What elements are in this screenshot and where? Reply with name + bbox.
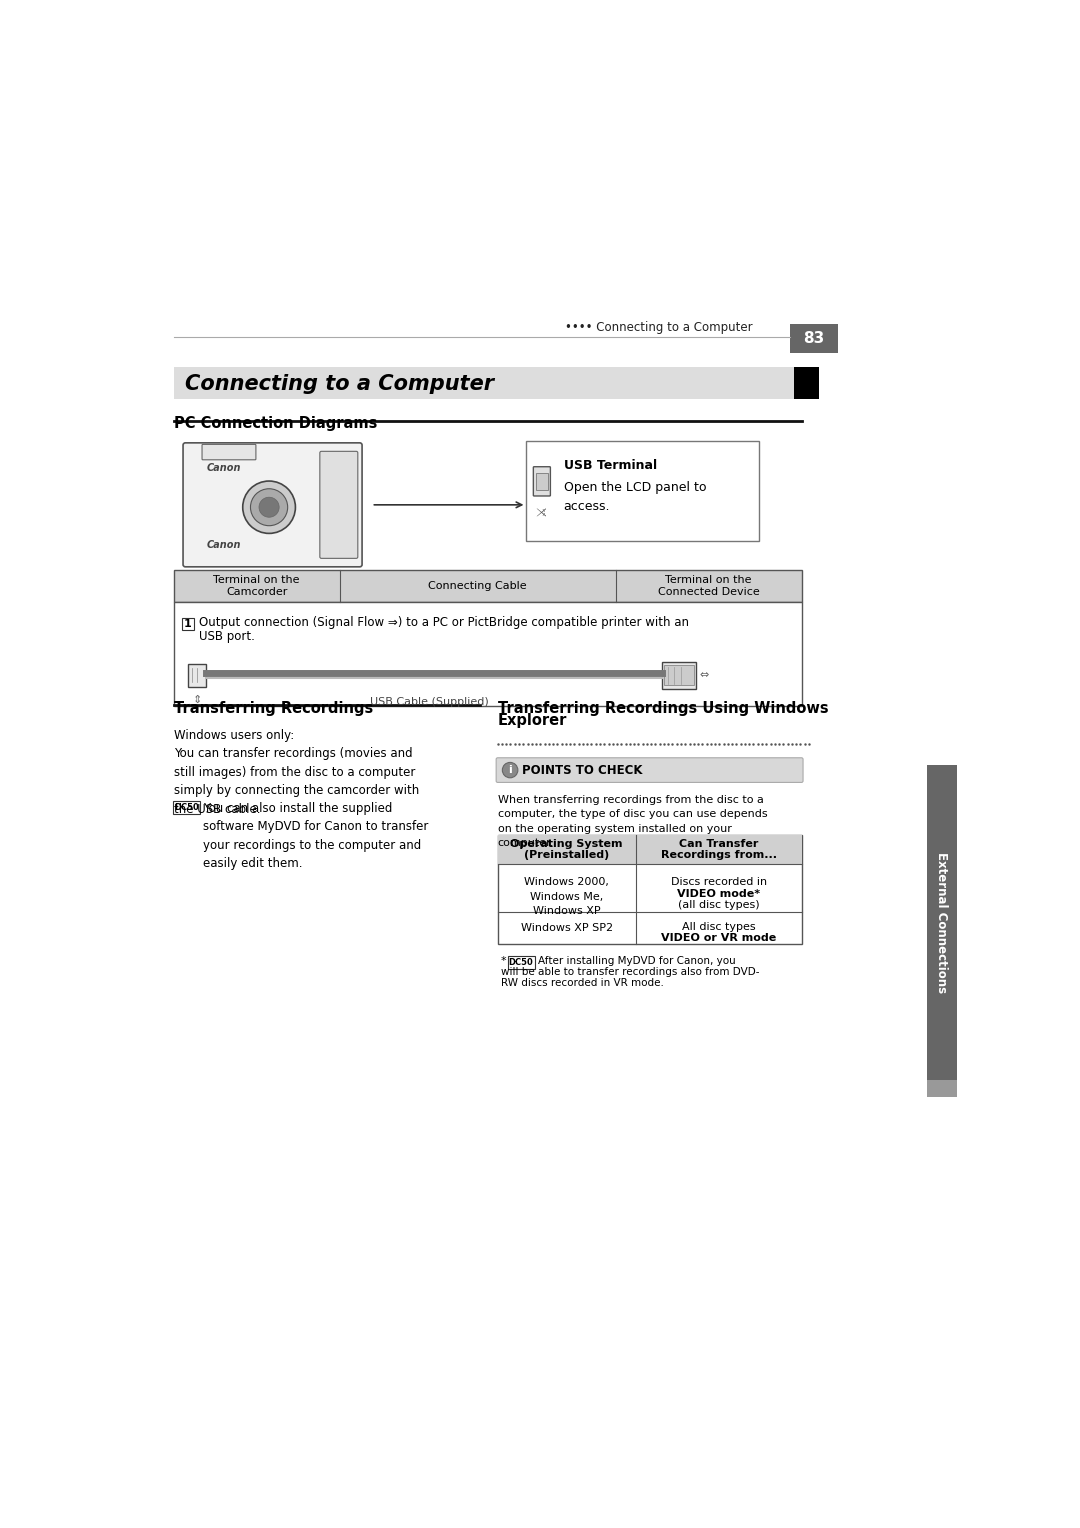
Text: When transferring recordings from the disc to a
computer, the type of disc you c: When transferring recordings from the di… [498,795,767,848]
FancyBboxPatch shape [174,570,801,602]
Text: Can Transfer
Recordings from...: Can Transfer Recordings from... [661,839,777,860]
Text: Open the LCD panel to
access.: Open the LCD panel to access. [564,481,706,513]
FancyBboxPatch shape [498,834,801,944]
FancyBboxPatch shape [927,1080,957,1097]
Text: Terminal on the
Camcorder: Terminal on the Camcorder [214,575,300,597]
FancyBboxPatch shape [794,367,819,399]
Circle shape [259,497,279,518]
FancyBboxPatch shape [662,662,697,689]
Text: VIDEO or VR mode: VIDEO or VR mode [661,934,777,943]
FancyBboxPatch shape [181,617,194,630]
Text: will be able to transfer recordings also from DVD-: will be able to transfer recordings also… [501,967,759,978]
Text: RW discs recorded in VR mode.: RW discs recorded in VR mode. [501,978,664,989]
FancyBboxPatch shape [202,445,256,460]
Text: Explorer: Explorer [498,712,567,727]
Circle shape [243,481,296,533]
Text: USB port.: USB port. [199,630,255,643]
FancyBboxPatch shape [173,801,200,814]
Text: ⇕: ⇕ [192,695,202,704]
FancyBboxPatch shape [526,442,759,541]
Text: Canon: Canon [206,463,241,474]
Text: (all disc types): (all disc types) [678,900,759,911]
Text: Output connection (Signal Flow ⇒) to a PC or PictBridge compatible printer with : Output connection (Signal Flow ⇒) to a P… [199,616,689,630]
Text: USB Cable (Supplied): USB Cable (Supplied) [370,697,489,707]
Text: You can also install the supplied
software MyDVD for Canon to transfer
your reco: You can also install the supplied softwa… [203,802,429,869]
FancyBboxPatch shape [508,957,535,969]
Text: *: * [501,957,507,966]
Text: External Connections: External Connections [935,853,948,993]
Text: i: i [509,766,512,775]
FancyBboxPatch shape [183,443,362,567]
Text: •••• Connecting to a Computer: •••• Connecting to a Computer [565,321,753,335]
Text: Windows XP SP2: Windows XP SP2 [521,923,612,934]
Text: Terminal on the
Connected Device: Terminal on the Connected Device [658,575,759,597]
Text: 1: 1 [184,619,191,630]
FancyBboxPatch shape [188,663,206,688]
Text: After installing MyDVD for Canon, you: After installing MyDVD for Canon, you [538,957,735,966]
Text: VIDEO mode*: VIDEO mode* [677,889,760,898]
Text: Windows users only:
You can transfer recordings (movies and
still images) from t: Windows users only: You can transfer rec… [174,729,419,816]
Text: DC50: DC50 [509,958,534,967]
FancyBboxPatch shape [498,834,801,863]
FancyBboxPatch shape [664,665,693,686]
Circle shape [251,489,287,526]
Text: Discs recorded in: Discs recorded in [671,877,767,888]
Text: ⇔: ⇔ [700,671,710,680]
Text: Transferring Recordings: Transferring Recordings [174,701,373,717]
Text: PC Connection Diagrams: PC Connection Diagrams [174,416,377,431]
Text: USB Terminal: USB Terminal [564,460,657,472]
FancyBboxPatch shape [789,324,838,353]
Text: ⚔: ⚔ [536,504,549,516]
Text: Operating System
(Preinstalled): Operating System (Preinstalled) [511,839,623,860]
FancyBboxPatch shape [927,764,957,1080]
Text: Transferring Recordings Using Windows: Transferring Recordings Using Windows [498,701,828,717]
FancyBboxPatch shape [174,602,801,706]
Text: Windows 2000,
Windows Me,
Windows XP: Windows 2000, Windows Me, Windows XP [524,877,609,915]
Text: POINTS TO CHECK: POINTS TO CHECK [523,764,643,776]
FancyBboxPatch shape [496,758,804,782]
Circle shape [502,762,517,778]
FancyBboxPatch shape [174,367,794,399]
Text: Connecting Cable: Connecting Cable [429,581,527,591]
FancyBboxPatch shape [320,451,357,558]
Text: Canon: Canon [206,541,241,550]
Text: 83: 83 [804,332,824,347]
Text: All disc types: All disc types [681,921,755,932]
FancyBboxPatch shape [534,466,551,497]
Text: Connecting to a Computer: Connecting to a Computer [186,374,495,394]
FancyBboxPatch shape [536,472,548,490]
Text: DC50: DC50 [174,802,199,811]
